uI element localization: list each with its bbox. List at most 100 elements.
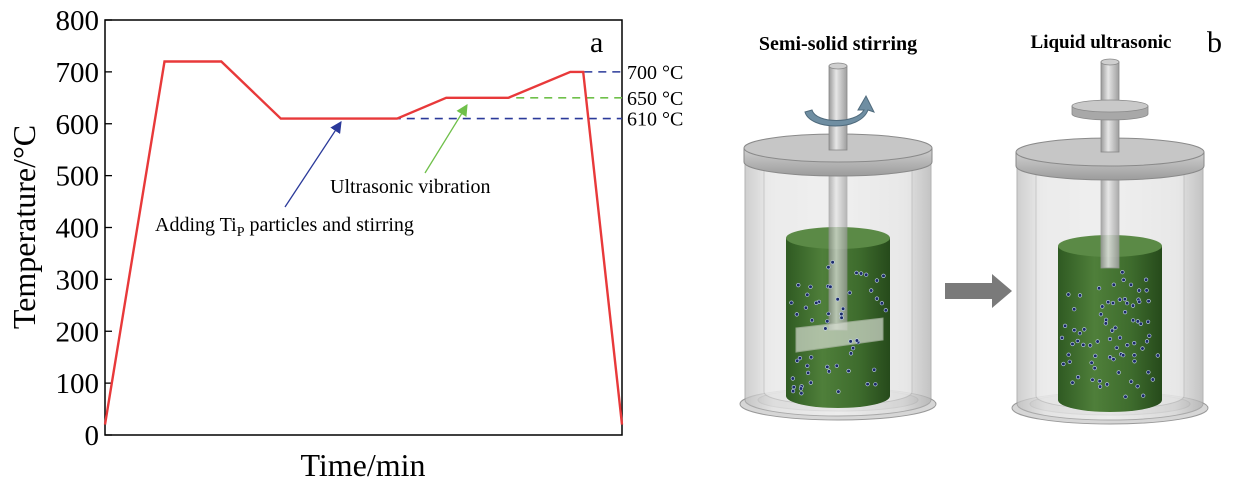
particle [1147,333,1152,338]
particle [1120,270,1125,275]
particle [1070,380,1075,385]
particle [839,315,844,320]
y-tick-label-7: 700 [56,57,100,89]
y-tick-label-8: 800 [56,5,100,37]
particle [825,364,830,370]
particle [809,318,815,323]
particle [1113,325,1118,330]
particle [808,284,813,289]
particle [826,265,831,270]
particle [1150,377,1155,382]
particle [1111,357,1116,362]
particle [1107,355,1113,360]
particle [790,389,796,394]
particle [1075,338,1080,344]
reference-label-650: 650 °C [627,88,683,110]
particle [1146,299,1151,304]
particle [1110,328,1115,333]
particle [874,278,880,283]
particle [836,389,841,394]
particle [1123,394,1128,399]
semi-solid-title: Semi-solid stirring [759,33,917,55]
particle [1124,301,1130,306]
ultrasonic-annotation-arrow [424,104,468,174]
panel-a-label: a [590,26,603,59]
particle [1122,297,1127,302]
particle [814,300,819,306]
particle [1130,303,1136,308]
particle [1103,321,1108,326]
particle [864,272,869,277]
process-arrow-icon [945,274,1012,308]
particle [1117,335,1123,340]
particle [839,311,844,317]
particle [797,356,803,361]
ultrasonic-annotation: Ultrasonic vibration [330,176,491,198]
particle [1092,366,1097,371]
particle [865,382,870,387]
particle [795,358,800,363]
particle [1114,345,1119,350]
particle [1121,353,1126,358]
particle [809,355,814,360]
particle [1143,277,1149,282]
particle [1132,353,1137,358]
y-tick-label-3: 300 [56,264,100,296]
particle [1132,341,1137,346]
particle [825,319,830,324]
particle [846,368,851,374]
y-tick-label-2: 200 [56,316,100,348]
particle [1140,346,1145,351]
stirring-vessel [739,62,937,421]
particle [1100,304,1105,309]
particle [1122,310,1128,315]
particle [879,301,885,306]
particles-left [789,260,888,396]
particle [883,308,888,313]
particle [1072,328,1077,333]
particle [823,326,828,331]
particle [874,296,880,301]
particle [1117,297,1122,302]
particle [873,382,878,387]
particle [1141,393,1146,398]
rotation-arrow-icon [804,94,875,127]
particle [790,376,795,381]
particle [1138,321,1143,326]
y-axis-label: Temperature/°C [6,125,42,329]
particle [1110,300,1116,306]
particle [826,311,831,316]
particle [1146,370,1151,375]
particle [1082,327,1087,332]
particle [1106,300,1111,305]
particle [1075,375,1081,380]
particle [1129,379,1134,384]
particle [826,369,832,374]
particle [858,271,864,276]
particle [1135,384,1140,389]
particle [1104,382,1110,387]
particle [1145,319,1151,324]
y-axis-ticks: 0 100 200 300 400 500 600 700 800 [56,5,112,452]
particle [1066,292,1071,297]
ultrasonic-vessel [1011,58,1209,425]
particle [1135,319,1140,324]
particle [799,391,804,396]
particle [850,346,856,351]
particle [1107,336,1113,342]
x-axis-label: Time/min [300,447,425,483]
particle [1088,343,1093,348]
particle [1095,339,1100,344]
particle [789,300,794,305]
particle [1098,312,1103,317]
particle [805,292,810,297]
particle [1070,341,1075,347]
particle [848,339,853,344]
y-tick-label-1: 100 [56,368,100,400]
particle [803,305,809,310]
particle [794,312,799,317]
particle [1137,299,1142,304]
particle [1125,343,1130,348]
particle [1111,282,1116,287]
